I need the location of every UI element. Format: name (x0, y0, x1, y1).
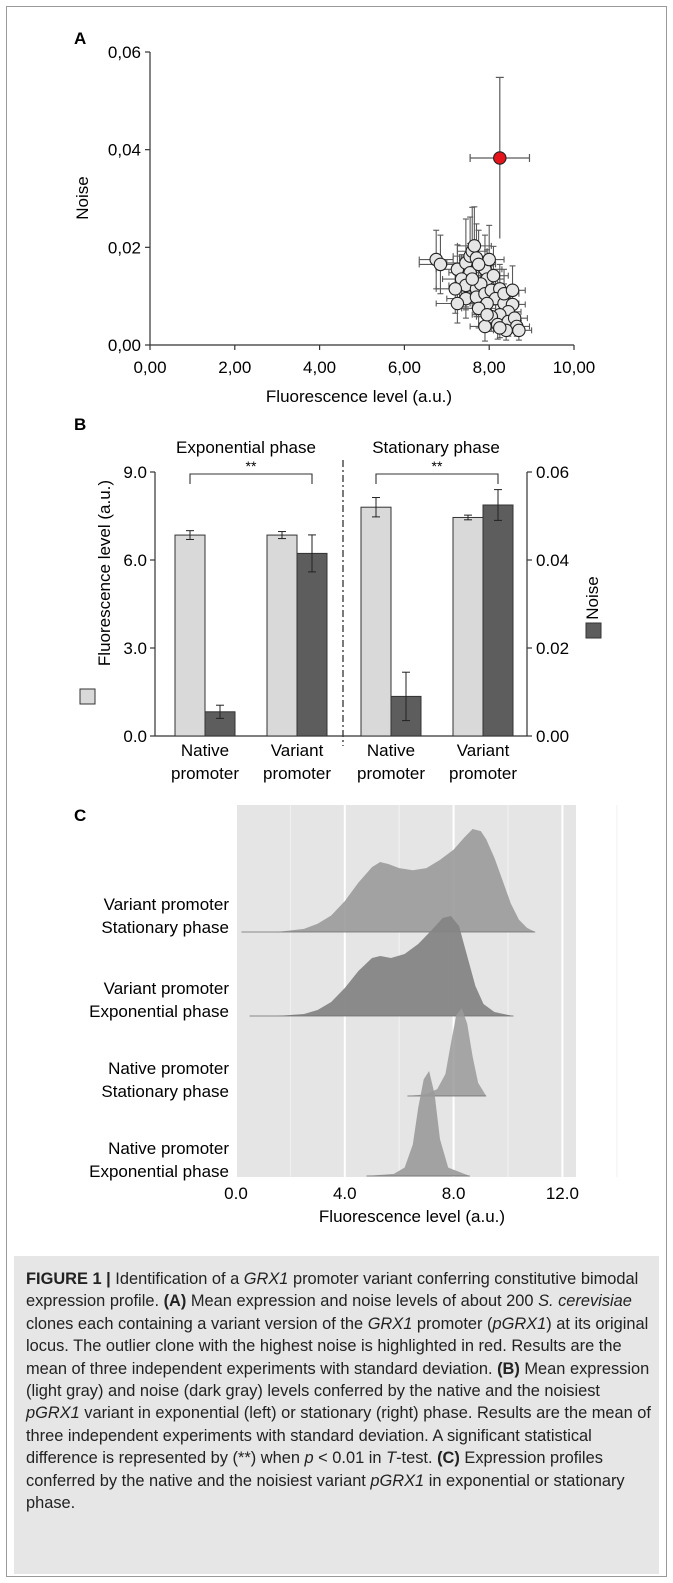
row-label-line2: Stationary phase (101, 918, 229, 937)
group-label-exponential: Exponential phase (176, 438, 316, 457)
significance-label: ** (432, 458, 443, 474)
panel-b-left-tick-label: 6.0 (123, 551, 147, 570)
scatter-point (450, 296, 465, 311)
scatter-point (493, 321, 507, 335)
scatter-point (478, 319, 492, 334)
panel-a-y-tick-label: 0,06 (108, 43, 141, 62)
panel-b-bars: 0.0 3.0 6.0 9.0 0.00 0.02 0.04 0.06 Native promot… (123, 458, 569, 783)
outlier-point (493, 151, 507, 165)
significance-label: ** (246, 458, 257, 474)
panel-a-x-tick-label: 2,00 (218, 358, 251, 377)
fluorescence-bar (452, 516, 484, 737)
row-label-line2: Exponential phase (89, 1162, 229, 1181)
row-label-line1: Native promoter (108, 1059, 229, 1078)
legend-swatch-fluorescence (79, 688, 96, 705)
caption-box (14, 1256, 659, 1574)
panel-b-right-tick-label: 0.04 (536, 551, 569, 570)
panel-a-ylabel: Noise (73, 176, 92, 219)
group-label-stationary: Stationary phase (372, 438, 500, 457)
row-label-line2: Stationary phase (101, 1082, 229, 1101)
panel-a-label: A (74, 29, 86, 48)
row-label-line2: Exponential phase (89, 1002, 229, 1021)
panel-c-ridgeline: 0.0 4.0 8.0 12.0 Variant promoter Stationary … (89, 805, 618, 1203)
scatter-point (471, 257, 486, 272)
density-ridge (249, 916, 514, 1016)
category-label-line2: promoter (171, 764, 239, 783)
panel-a-y-tick-label: 0,00 (108, 336, 141, 355)
panel-b-left-tick-label: 0.0 (123, 727, 147, 746)
scatter-point (465, 272, 479, 286)
panel-a-x-tick-label: 0,00 (133, 358, 166, 377)
panel-a-x-tick-label: 10,00 (553, 358, 596, 377)
category-label-line1: Variant (457, 741, 510, 760)
panel-c-x-tick-label: 0.0 (224, 1184, 248, 1203)
panel-a-x-tick-label: 8,00 (473, 358, 506, 377)
scatter-point (480, 307, 494, 322)
panel-b-left-tick-label: 9.0 (123, 463, 147, 482)
scatter-point (448, 282, 463, 296)
density-ridge (366, 1071, 470, 1176)
density-ridge (241, 829, 536, 932)
panel-c-x-tick-label: 4.0 (333, 1184, 357, 1203)
fluorescence-bar (266, 534, 298, 737)
significance-bracket (375, 473, 499, 484)
significance-bracket (189, 473, 313, 484)
figure-svg: A 0,00 2,00 4,00 6,00 8,00 10,000,000,020,040… (73, 29, 618, 1226)
panel-b-right-tick-label: 0.06 (536, 463, 569, 482)
panel-a-x-tick-label: 4,00 (303, 358, 336, 377)
panel-c-label: C (74, 806, 86, 825)
panel-a-scatter: 0,00 2,00 4,00 6,00 8,00 10,00 0,00 0,02 0,04 0,0… (108, 43, 595, 377)
panel-b-label: B (74, 415, 86, 434)
category-label-line2: promoter (449, 764, 517, 783)
row-label-line1: Variant promoter (104, 979, 230, 998)
noise-bar (482, 504, 514, 737)
figure-frame (6, 6, 667, 1577)
scatter-point (512, 323, 526, 338)
panel-c-x-tick-label: 8.0 (442, 1184, 466, 1203)
legend-swatch-noise (585, 622, 602, 639)
panel-a-y-tick-label: 0,04 (108, 141, 141, 160)
panel-c-x-tick-label: 12.0 (546, 1184, 579, 1203)
row-label-line1: Variant promoter (104, 895, 230, 914)
panel-a-x-tick-label: 6,00 (388, 358, 421, 377)
density-ridge (407, 1008, 487, 1096)
panel-b-left-axis-label: Fluorescence level (a.u.) (95, 480, 114, 666)
scatter-point (433, 257, 448, 272)
scatter-point (486, 268, 501, 283)
panel-b-left-tick-label: 3.0 (123, 639, 147, 658)
figure-caption: FIGURE 1 | Identification of a GRX1 prom… (26, 1270, 651, 1513)
noise-bar (296, 552, 328, 737)
panel-b-right-tick-label: 0.00 (536, 727, 569, 746)
category-label-line1: Native (181, 741, 229, 760)
category-label-line2: promoter (357, 764, 425, 783)
panel-c-xlabel: Fluorescence level (a.u.) (319, 1207, 505, 1226)
category-label-line2: promoter (263, 764, 331, 783)
panel-a-y-tick-label: 0,02 (108, 238, 141, 257)
panel-b-right-tick-label: 0.02 (536, 639, 569, 658)
row-label-line1: Native promoter (108, 1139, 229, 1158)
category-label-line1: Native (367, 741, 415, 760)
category-label-line1: Variant (271, 741, 324, 760)
panel-b-right-axis-label: Noise (583, 576, 602, 619)
scatter-point (467, 239, 482, 253)
fluorescence-bar (360, 506, 392, 737)
fluorescence-bar (174, 534, 206, 737)
scatter-point (505, 283, 520, 298)
panel-a-xlabel: Fluorescence level (a.u.) (266, 387, 452, 406)
